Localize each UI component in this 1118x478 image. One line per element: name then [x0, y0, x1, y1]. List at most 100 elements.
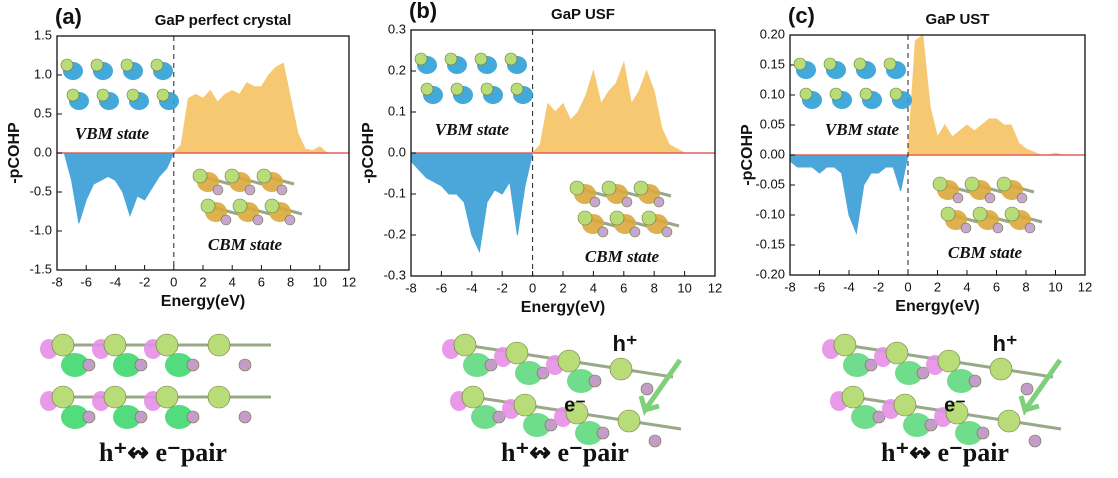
atom	[51, 385, 75, 409]
area-fill	[908, 35, 1085, 155]
orbital-lobe	[463, 353, 491, 377]
atom	[859, 87, 873, 101]
atom	[510, 82, 524, 96]
atom	[823, 57, 837, 71]
atom	[653, 196, 665, 208]
annotation: VBM state	[75, 124, 150, 143]
atom	[238, 410, 252, 424]
x-tick-label: 12	[708, 280, 722, 295]
atom	[968, 374, 982, 388]
atom	[212, 184, 224, 196]
x-tick-label: -8	[51, 274, 63, 289]
atom	[186, 358, 200, 372]
x-axis-label: Energy(eV)	[895, 298, 979, 315]
atom	[833, 333, 857, 357]
atom	[126, 88, 140, 102]
x-tick-label: 0	[170, 274, 177, 289]
annotation: CBM state	[948, 243, 1023, 262]
x-tick-label: -8	[405, 280, 417, 295]
y-tick-label: 0.3	[388, 21, 406, 36]
area-fill	[57, 153, 174, 224]
orbital-lobe	[851, 405, 879, 429]
motion-arrow	[638, 358, 683, 416]
atom	[238, 358, 252, 372]
atom	[60, 58, 74, 72]
atom	[976, 426, 990, 440]
atom	[103, 333, 127, 357]
atom	[984, 192, 996, 204]
x-tick-label: -2	[873, 279, 885, 294]
atom	[82, 410, 96, 424]
y-tick-label: 1.0	[34, 66, 52, 81]
y-tick-label: 0.10	[760, 86, 785, 101]
x-tick-label: 8	[651, 280, 658, 295]
y-tick-label: 0.05	[760, 116, 785, 131]
atom	[853, 57, 867, 71]
atom	[940, 206, 956, 222]
atom	[972, 206, 988, 222]
x-tick-label: 4	[963, 279, 970, 294]
chart-title: GaP USF	[551, 6, 615, 23]
x-tick-label: 12	[342, 274, 356, 289]
atom	[420, 82, 434, 96]
electron-label: e⁻	[944, 394, 966, 416]
atom	[207, 385, 231, 409]
atom	[276, 184, 288, 196]
atom	[577, 210, 593, 226]
atom	[597, 226, 609, 238]
x-tick-label: 10	[677, 280, 691, 295]
y-axis-label: -pCOHP	[739, 124, 756, 186]
y-tick-label: -0.3	[384, 267, 406, 282]
y-tick-label: 0.0	[388, 144, 406, 159]
orbital-lobe	[515, 361, 543, 385]
atom	[596, 426, 610, 440]
pair-caption: h⁺↭ e⁻pair	[99, 438, 227, 467]
area-edge	[907, 34, 1085, 156]
atom	[893, 393, 917, 417]
x-tick-label: 0	[529, 280, 536, 295]
y-tick-label: -1.5	[30, 261, 52, 276]
orbital-lobe	[61, 405, 89, 429]
y-tick-label: 0.15	[760, 56, 785, 71]
y-tick-label: 0.2	[388, 62, 406, 77]
y-tick-label: 0.5	[34, 105, 52, 120]
annotation: VBM state	[435, 120, 510, 139]
annotation: CBM state	[585, 247, 660, 266]
atom	[829, 87, 843, 101]
atom	[589, 196, 601, 208]
orbital-lobe	[165, 353, 193, 377]
orbital-lobe	[955, 421, 983, 445]
orbital-lobe	[575, 421, 603, 445]
atom	[964, 176, 980, 192]
atom	[444, 52, 458, 66]
atom	[492, 410, 506, 424]
atom	[617, 409, 641, 433]
atom	[244, 184, 256, 196]
atom	[220, 214, 232, 226]
atom	[633, 180, 649, 196]
atom	[864, 358, 878, 372]
atom	[992, 222, 1004, 234]
y-tick-label: -0.10	[755, 206, 785, 221]
panel-label: (a)	[55, 4, 82, 29]
x-tick-label: 2	[934, 279, 941, 294]
atom	[544, 418, 558, 432]
atom	[51, 333, 75, 357]
electron-label: e⁻	[564, 394, 586, 416]
x-tick-label: -8	[784, 279, 796, 294]
atom	[207, 333, 231, 357]
x-tick-label: 6	[620, 280, 627, 295]
y-axis-label: -pCOHP	[6, 122, 23, 184]
orbital-lobe	[113, 405, 141, 429]
y-tick-label: 0.0	[34, 144, 52, 159]
y-tick-label: 0.1	[388, 103, 406, 118]
atom	[793, 57, 807, 71]
atom	[155, 385, 179, 409]
atom	[90, 58, 104, 72]
x-axis-label: Energy(eV)	[521, 299, 605, 316]
x-tick-label: 6	[993, 279, 1000, 294]
atom	[156, 88, 170, 102]
atom	[120, 58, 134, 72]
area-fill	[411, 153, 533, 252]
x-tick-label: 8	[287, 274, 294, 289]
